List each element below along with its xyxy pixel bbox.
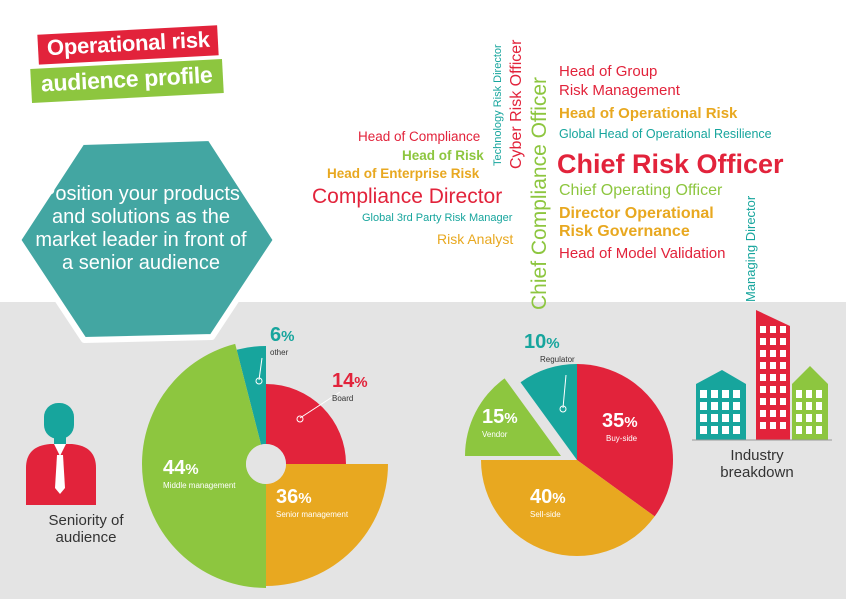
label-other: 6% other bbox=[270, 324, 295, 357]
pie-center-hole bbox=[246, 444, 286, 484]
value-sell-side: 40 bbox=[530, 486, 553, 508]
slice-board bbox=[266, 384, 346, 464]
hexagon-callout bbox=[15, 135, 279, 343]
seniority-caption-line-2: audience bbox=[55, 529, 117, 546]
label-buy-side-text: Buy-side bbox=[606, 434, 638, 443]
label-senior-management-text: Senior management bbox=[276, 510, 349, 519]
industry-pie-chart bbox=[465, 364, 673, 556]
label-vendor-text: Vendor bbox=[482, 430, 508, 439]
value-other: 6 bbox=[270, 324, 282, 346]
slice-buy-side bbox=[577, 364, 673, 517]
buildings-icon bbox=[692, 310, 832, 441]
cloud-compliance-director: Compliance Director bbox=[312, 185, 503, 208]
cloud-head-of-risk: Head of Risk bbox=[402, 148, 484, 163]
industry-caption: Industry breakdown bbox=[702, 447, 812, 481]
value-vendor: 15 bbox=[482, 406, 505, 428]
slice-middle-management bbox=[142, 343, 266, 588]
cloud-risk-analyst: Risk Analyst bbox=[437, 231, 514, 247]
cloud-global-3rd-party-risk-manager: Global 3rd Party Risk Manager bbox=[362, 212, 513, 224]
value-senior-management: 36 bbox=[276, 486, 299, 508]
slice-senior-management bbox=[266, 464, 388, 586]
seniority-pie-chart bbox=[142, 343, 388, 588]
label-board-text: Board bbox=[332, 394, 354, 403]
label-middle-management-text: Middle management bbox=[163, 481, 236, 490]
cloud-cyber-risk-officer: Cyber Risk Officer bbox=[508, 39, 525, 169]
label-sell-side: 40% Sell-side bbox=[530, 486, 566, 519]
label-middle-management: 44% Middle management bbox=[163, 457, 236, 490]
seniority-caption-line-1: Seniority of bbox=[48, 512, 124, 529]
label-regulator: 10% Regulator bbox=[524, 331, 575, 364]
cloud-technology-risk-director: Technology Risk Director bbox=[492, 44, 504, 166]
label-buy-side: 35% Buy-side bbox=[602, 410, 638, 443]
cloud-head-of-group: Head of Group bbox=[559, 63, 658, 80]
slice-vendor bbox=[465, 378, 561, 456]
slice-regulator bbox=[520, 364, 577, 460]
slice-sell-side bbox=[481, 460, 655, 556]
cloud-risk-management: Risk Management bbox=[559, 82, 680, 99]
label-sell-side-text: Sell-side bbox=[530, 510, 561, 519]
label-vendor: 15% Vendor bbox=[482, 406, 518, 439]
cloud-director-operational: Director Operational bbox=[559, 205, 714, 222]
label-senior-management: 36% Senior management bbox=[276, 486, 349, 519]
cloud-head-of-operational-risk: Head of Operational Risk bbox=[559, 105, 738, 122]
cloud-chief-compliance-officer: Chief Compliance Officer bbox=[528, 76, 551, 310]
label-board: 14% Board bbox=[332, 370, 368, 403]
cloud-chief-operating-officer: Chief Operating Officer bbox=[559, 182, 723, 199]
background-band bbox=[0, 302, 846, 599]
value-regulator: 10 bbox=[524, 331, 547, 353]
cloud-head-of-compliance: Head of Compliance bbox=[358, 129, 481, 144]
cloud-head-of-enterprise-risk: Head of Enterprise Risk bbox=[327, 166, 480, 181]
person-icon bbox=[26, 403, 96, 505]
cloud-global-head-operational-resilience: Global Head of Operational Resilience bbox=[559, 127, 772, 141]
cloud-head-of-model-validation: Head of Model Validation bbox=[559, 245, 726, 262]
seniority-caption: Seniority of audience bbox=[36, 512, 136, 546]
label-other-text: other bbox=[270, 348, 289, 357]
cloud-risk-governance: Risk Governance bbox=[559, 223, 690, 240]
value-buy-side: 35 bbox=[602, 410, 625, 432]
industry-caption-line-2: breakdown bbox=[720, 464, 794, 481]
value-middle-management: 44 bbox=[163, 457, 186, 479]
cloud-managing-director: Managing Director bbox=[743, 195, 758, 302]
label-regulator-text: Regulator bbox=[540, 355, 575, 364]
hexagon-text: Position your products and solutions as … bbox=[35, 183, 247, 274]
value-board: 14 bbox=[332, 370, 355, 392]
slice-other bbox=[236, 346, 266, 445]
label-pointers bbox=[255, 357, 567, 423]
cloud-chief-risk-officer: Chief Risk Officer bbox=[557, 149, 784, 179]
industry-caption-line-1: Industry bbox=[730, 447, 784, 464]
